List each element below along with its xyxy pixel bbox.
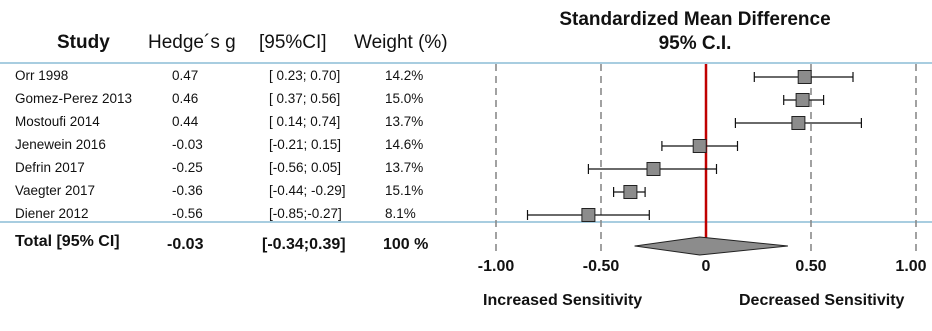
row-ci: [-0.56; 0.05] bbox=[269, 160, 342, 175]
effect-marker bbox=[795, 93, 810, 107]
row-weight: 13.7% bbox=[385, 114, 424, 129]
effect-marker bbox=[692, 139, 707, 153]
effect-marker bbox=[791, 116, 806, 130]
total-ci: [-0.34;0.39] bbox=[262, 236, 346, 253]
row-hedges-g: 0.44 bbox=[172, 114, 199, 129]
row-weight: 13.7% bbox=[385, 160, 424, 175]
chart-subtitle: 95% C.I. bbox=[658, 33, 732, 54]
tick-label-neg-0-5: -0.50 bbox=[582, 258, 620, 275]
pooled-diamond bbox=[634, 236, 788, 256]
header-weight: Weight (%) bbox=[354, 32, 448, 53]
effect-marker bbox=[623, 185, 638, 199]
effect-marker bbox=[581, 208, 596, 222]
row-weight: 15.0% bbox=[385, 91, 424, 106]
increased-sensitivity-label: Increased Sensitivity bbox=[483, 292, 643, 309]
row-hedges-g: -0.03 bbox=[172, 137, 203, 152]
row-hedges-g: -0.36 bbox=[172, 183, 203, 198]
row-weight: 14.2% bbox=[385, 68, 424, 83]
row-study: Diener 2012 bbox=[15, 206, 89, 221]
chart-title: Standardized Mean Difference bbox=[559, 9, 831, 30]
tick-label-zero: 0 bbox=[701, 258, 711, 275]
row-weight: 15.1% bbox=[385, 183, 424, 198]
total-g: -0.03 bbox=[167, 236, 204, 253]
row-ci: [-0.85;-0.27] bbox=[269, 206, 342, 221]
row-study: Vaegter 2017 bbox=[15, 183, 96, 198]
row-ci: [ 0.37; 0.56] bbox=[269, 91, 341, 106]
total-label: Total [95% CI] bbox=[15, 233, 120, 250]
total-weight: 100 % bbox=[383, 236, 429, 253]
tick-label-pos-0-5: 0.50 bbox=[795, 258, 827, 275]
effect-marker bbox=[646, 162, 661, 176]
header-study: Study bbox=[57, 32, 110, 53]
row-study: Jenewein 2016 bbox=[15, 137, 106, 152]
header-ci: [95%CI] bbox=[259, 32, 327, 53]
bottom-separator bbox=[0, 221, 932, 223]
row-hedges-g: -0.56 bbox=[172, 206, 203, 221]
row-ci: [ 0.14; 0.74] bbox=[269, 114, 341, 129]
row-ci: [-0.21; 0.15] bbox=[269, 137, 342, 152]
tick-label-pos-1: 1.00 bbox=[895, 258, 927, 275]
top-separator bbox=[0, 62, 932, 64]
row-hedges-g: 0.46 bbox=[172, 91, 199, 106]
effect-marker bbox=[797, 70, 812, 84]
decreased-sensitivity-label: Decreased Sensitivity bbox=[739, 292, 905, 309]
row-weight: 14.6% bbox=[385, 137, 424, 152]
header-hedges-g: Hedge´s g bbox=[148, 32, 236, 53]
row-ci: [ 0.23; 0.70] bbox=[269, 68, 341, 83]
row-study: Orr 1998 bbox=[15, 68, 69, 83]
tick-label-neg-1: -1.00 bbox=[477, 258, 515, 275]
row-study: Gomez-Perez 2013 bbox=[15, 91, 133, 106]
row-study: Mostoufi 2014 bbox=[15, 114, 100, 129]
row-hedges-g: -0.25 bbox=[172, 160, 203, 175]
row-study: Defrin 2017 bbox=[15, 160, 85, 175]
row-weight: 8.1% bbox=[385, 206, 416, 221]
row-hedges-g: 0.47 bbox=[172, 68, 199, 83]
row-ci: [-0.44; -0.29] bbox=[269, 183, 346, 198]
